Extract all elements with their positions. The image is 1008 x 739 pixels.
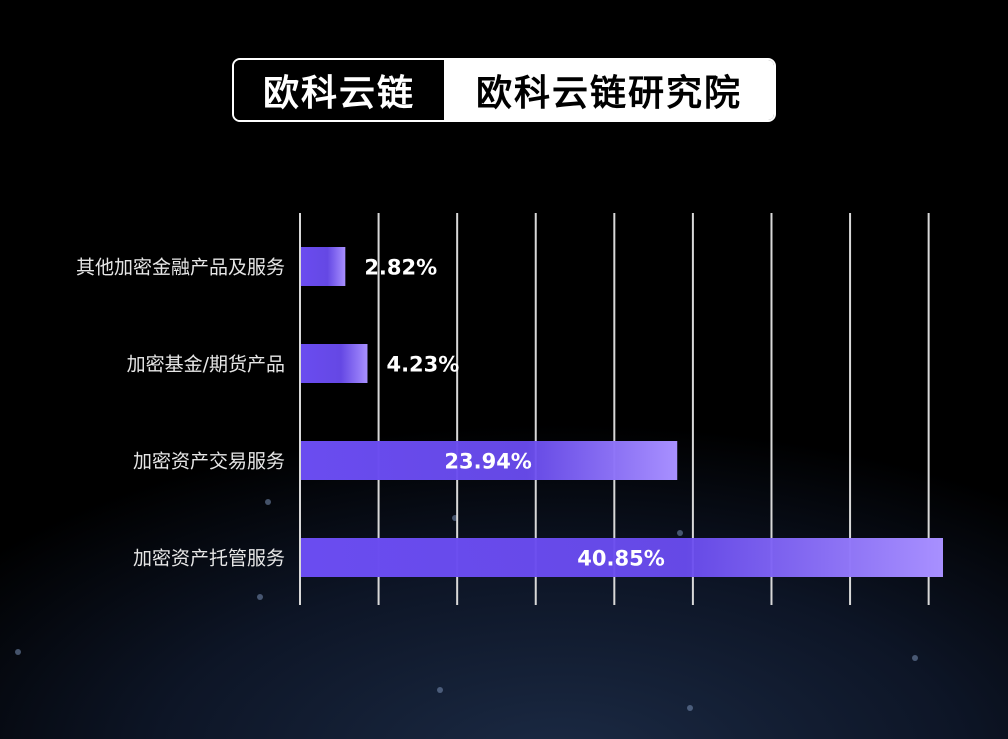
globe-dot [912,655,918,661]
category-label: 加密资产托管服务 [133,548,285,570]
data-label: 40.85% [577,547,664,571]
bar [301,344,368,383]
data-label: 2.82% [364,256,437,280]
category-label: 其他加密金融产品及服务 [76,257,285,279]
globe-dot [687,705,693,711]
brand-logo: 欧科云链 [234,60,444,120]
globe-dot [677,530,683,536]
bar [301,247,346,286]
globe-dot [257,594,263,600]
category-label: 加密基金/期货产品 [127,354,285,376]
data-label: 23.94% [444,450,531,474]
bar [301,441,678,480]
globe-dot [437,687,443,693]
globe-dot [265,499,271,505]
header-banner: 欧科云链 欧科云链研究院 [232,58,776,122]
bar [301,538,943,577]
globe-dot [15,649,21,655]
header-subtitle: 欧科云链研究院 [444,60,774,120]
data-label: 4.23% [386,353,459,377]
category-label: 加密资产交易服务 [133,451,285,473]
